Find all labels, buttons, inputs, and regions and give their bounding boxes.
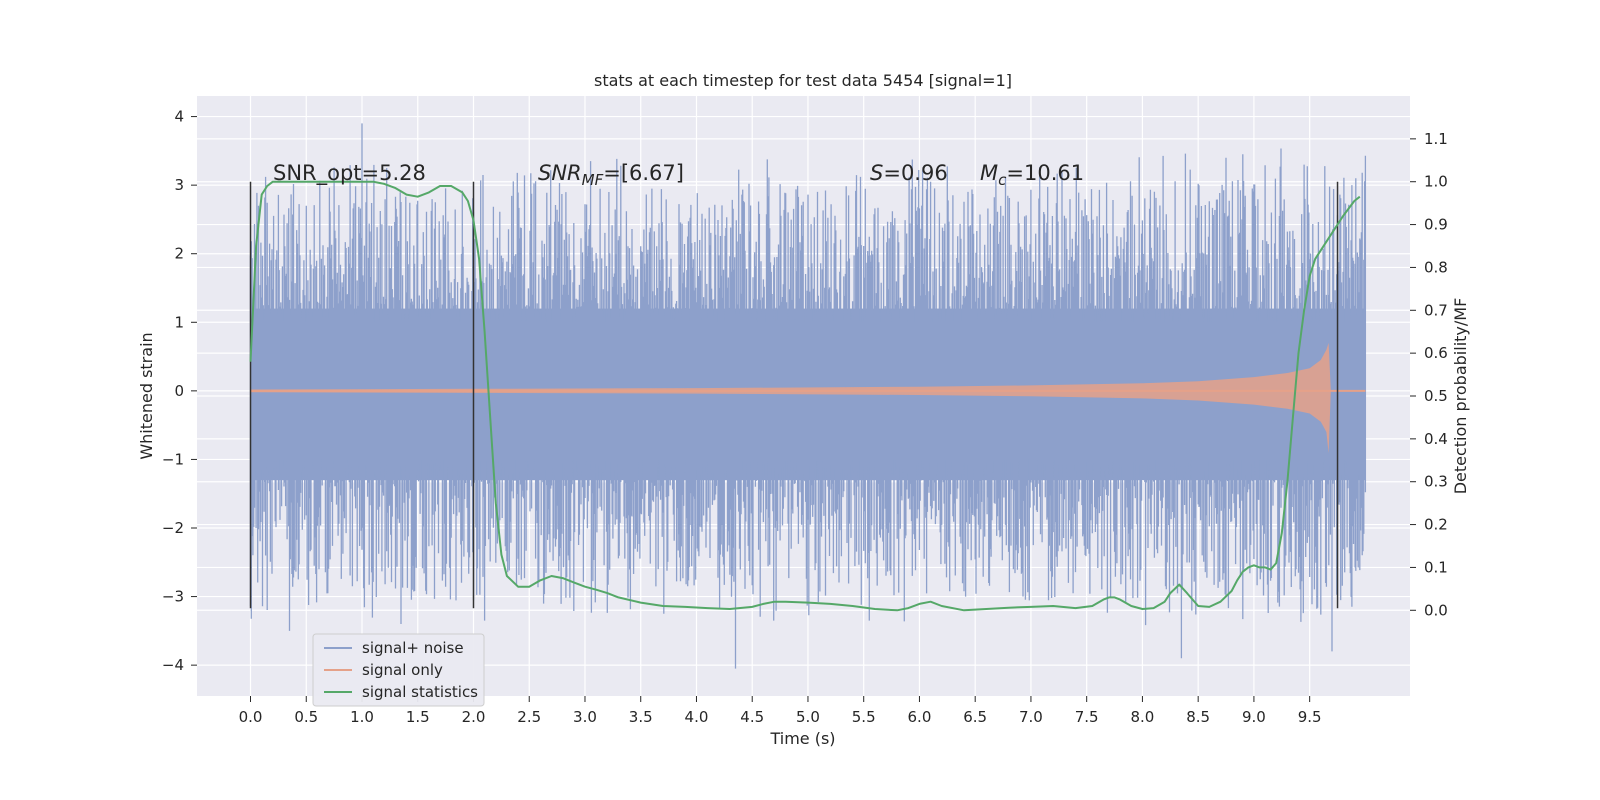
y2-tick-label: 0.3 — [1424, 473, 1448, 491]
y-axis-left: −4 −3 −2 −1 0 1 2 3 4 — [162, 108, 197, 674]
legend-label-signal-statistics: signal statistics — [362, 683, 478, 701]
x-tick-label: 7.5 — [1075, 708, 1099, 726]
annotations: SNR_opt=5.28 SNRMF=[6.67] S=0.96 Mc=10.6… — [273, 161, 1084, 189]
x-tick-label: 4.0 — [685, 708, 709, 726]
snr-opt-annotation: SNR_opt=5.28 — [273, 161, 426, 186]
y2-tick-label: 0.0 — [1424, 601, 1448, 619]
snr-mf-annotation: SNRMF=[6.67] — [538, 161, 684, 189]
signal-statistics-series — [249, 180, 1361, 612]
snr-mf-subscript: MF — [582, 171, 604, 189]
s-annotation: S=0.96 — [870, 161, 948, 185]
mc-symbol: M — [980, 161, 998, 185]
x-axis-label: Time (s) — [769, 729, 835, 748]
x-tick-label: 9.0 — [1242, 708, 1266, 726]
y2-tick-label: 0.6 — [1424, 344, 1448, 362]
x-tick-label: 0.5 — [294, 708, 318, 726]
chirp-mass-annotation: Mc=10.61 — [980, 161, 1084, 189]
x-tick-label: 3.0 — [573, 708, 597, 726]
y2-axis-label: Detection probability/MF — [1451, 298, 1470, 495]
y-tick-label: 3 — [174, 176, 184, 194]
segment-lines — [249, 181, 1339, 609]
y2-tick-label: 0.5 — [1424, 387, 1448, 405]
x-tick-label: 6.5 — [963, 708, 987, 726]
y-tick-label: 4 — [174, 108, 184, 126]
x-tick-label: 1.0 — [350, 708, 374, 726]
legend-label-signal-noise: signal+ noise — [362, 639, 464, 657]
y-tick-label: −2 — [162, 519, 184, 537]
legend: signal+ noise signal only signal statist… — [312, 633, 485, 707]
x-tick-label: 4.5 — [740, 708, 764, 726]
x-tick-label: 3.5 — [629, 708, 653, 726]
chart-title: stats at each timestep for test data 545… — [594, 71, 1012, 90]
x-tick-label: 5.0 — [796, 708, 820, 726]
y2-tick-label: 0.1 — [1424, 558, 1448, 576]
y-tick-label: −1 — [162, 450, 184, 468]
x-tick-label: 8.5 — [1186, 708, 1210, 726]
x-tick-label: 8.0 — [1130, 708, 1154, 726]
x-tick-label: 2.0 — [462, 708, 486, 726]
y-tick-label: 0 — [174, 382, 184, 400]
y-axis-right: 0.0 0.1 0.2 0.3 0.4 0.5 0.6 0.7 0.8 0.9 1.0 1.1 — [1410, 130, 1448, 619]
y2-tick-label: 0.9 — [1424, 216, 1448, 234]
y2-tick-label: 0.8 — [1424, 258, 1448, 276]
x-tick-label: 1.5 — [406, 708, 430, 726]
x-tick-label: 9.5 — [1298, 708, 1322, 726]
y-tick-label: 2 — [174, 245, 184, 263]
x-axis: 0.0 0.5 1.0 1.5 2.0 2.5 3.0 3.5 4.0 4.5 5.0 5.5 6.0 6… — [239, 696, 1322, 726]
legend-box — [312, 633, 485, 707]
signal-only-series — [250, 342, 1366, 454]
mc-value: =10.61 — [1006, 161, 1084, 185]
x-tick-label: 7.0 — [1019, 708, 1043, 726]
mc-subscript: c — [998, 171, 1007, 189]
snr-mf-symbol: SNR — [538, 161, 582, 185]
y2-tick-label: 1.0 — [1424, 173, 1448, 191]
y2-tick-label: 0.7 — [1424, 301, 1448, 319]
signal-statistics-line — [249, 180, 1361, 612]
snr-mf-value: =[6.67] — [603, 161, 684, 185]
s-symbol: S — [870, 161, 883, 185]
s-value: =0.96 — [883, 161, 947, 185]
x-tick-label: 6.0 — [908, 708, 932, 726]
y-axis-label: Whitened strain — [137, 332, 156, 459]
y2-tick-label: 1.1 — [1424, 130, 1448, 148]
x-tick-label: 5.5 — [852, 708, 876, 726]
y2-tick-label: 0.4 — [1424, 430, 1448, 448]
y-tick-label: −4 — [162, 656, 184, 674]
y2-tick-label: 0.2 — [1424, 516, 1448, 534]
y-tick-label: 1 — [174, 313, 184, 331]
plot-area — [197, 96, 1410, 696]
x-tick-label: 0.0 — [239, 708, 263, 726]
legend-label-signal-only: signal only — [362, 661, 443, 679]
x-tick-label: 2.5 — [517, 708, 541, 726]
y-tick-label: −3 — [162, 588, 184, 606]
